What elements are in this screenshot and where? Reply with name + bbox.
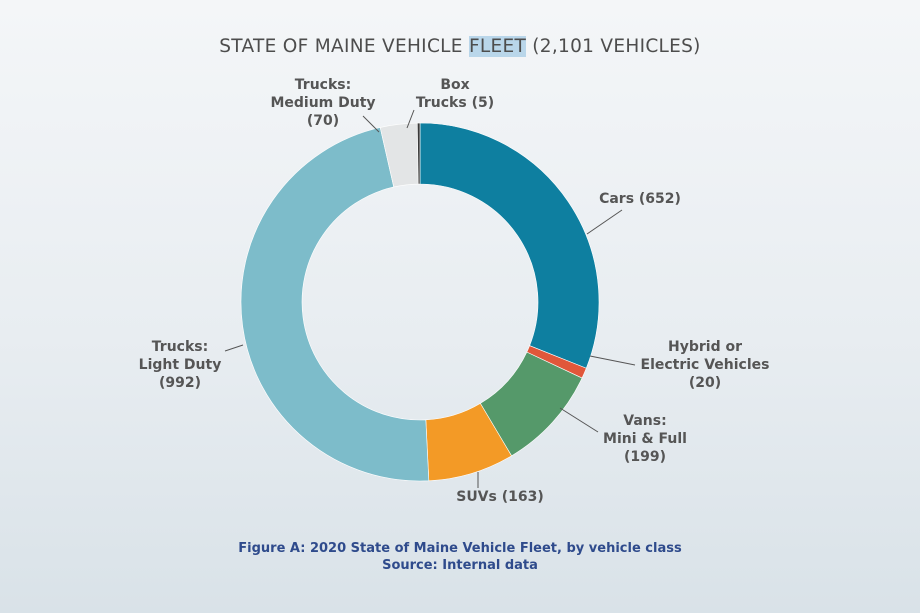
caption-line: Figure A: 2020 State of Maine Vehicle Fl… bbox=[238, 541, 682, 556]
slice-box-trucks bbox=[417, 122, 421, 185]
slice-label: Cars (652) bbox=[599, 191, 681, 207]
slice-label: SUVs (163) bbox=[456, 489, 544, 505]
slice-label: Vans: Mini & Full (199) bbox=[603, 413, 687, 465]
chart-title: STATE OF MAINE VEHICLE FLEET (2,101 VEHI… bbox=[0, 36, 920, 57]
slice-label: Hybrid or Electric Vehicles (20) bbox=[640, 339, 770, 391]
figure-caption: Figure A: 2020 State of Maine Vehicle Fl… bbox=[0, 540, 920, 574]
title-highlight: FLEET bbox=[468, 36, 527, 57]
slice-label: Box Trucks (5) bbox=[415, 77, 495, 111]
leader-line bbox=[406, 109, 415, 129]
source-line: Source: Internal data bbox=[382, 558, 538, 573]
leader-line bbox=[559, 407, 599, 433]
slice-label: Trucks: Medium Duty (70) bbox=[270, 77, 376, 129]
leader-line bbox=[589, 355, 636, 366]
leader-line bbox=[362, 115, 380, 133]
slice-cars bbox=[419, 122, 600, 369]
leader-line bbox=[224, 344, 244, 352]
slice-label: Trucks: Light Duty (992) bbox=[138, 339, 222, 391]
leader-line bbox=[586, 209, 623, 235]
slice-trucks-light-duty bbox=[240, 127, 430, 482]
title-text-end: (2,101 VEHICLES) bbox=[526, 36, 701, 57]
title-text: STATE OF MAINE VEHICLE bbox=[219, 36, 469, 57]
